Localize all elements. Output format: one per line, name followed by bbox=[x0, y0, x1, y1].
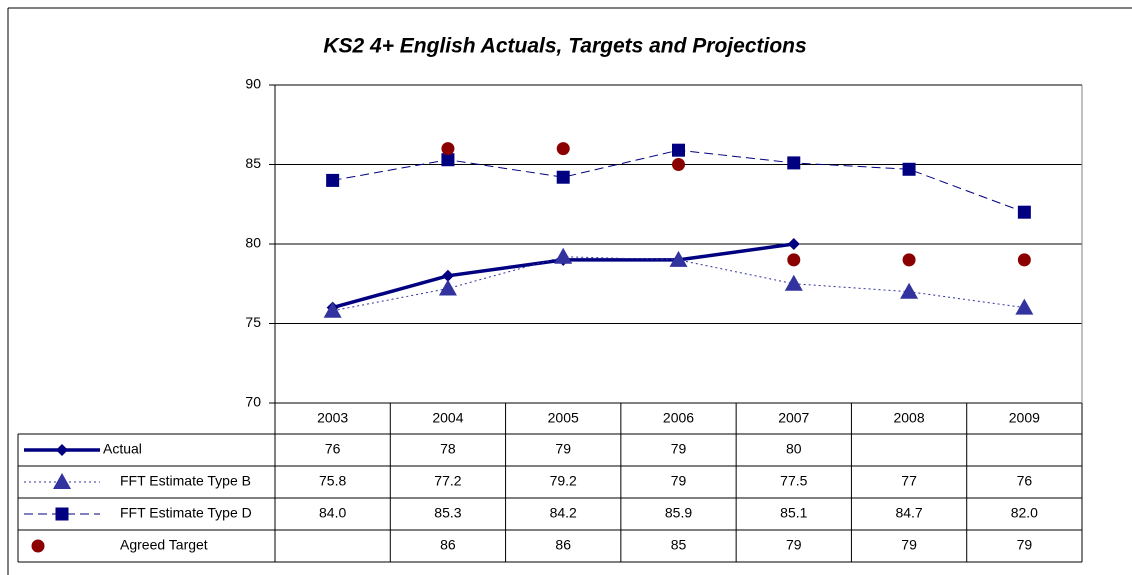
chart-title: KS2 4+ English Actuals, Targets and Proj… bbox=[323, 35, 806, 58]
marker bbox=[554, 247, 573, 264]
table-cell: 85.9 bbox=[665, 505, 692, 521]
table-cell: 80 bbox=[786, 441, 802, 457]
marker bbox=[55, 507, 69, 521]
table-cell: 85.1 bbox=[780, 505, 807, 521]
marker bbox=[326, 173, 340, 187]
table-cell: 86 bbox=[555, 537, 571, 553]
marker bbox=[672, 158, 685, 171]
marker bbox=[556, 142, 570, 156]
table-cell: 79 bbox=[671, 473, 687, 489]
marker bbox=[1017, 205, 1031, 219]
x-tick-label: 2004 bbox=[432, 410, 463, 426]
marker bbox=[787, 156, 801, 170]
y-tick-label: 80 bbox=[245, 235, 261, 251]
marker bbox=[441, 142, 455, 156]
legend-label: Actual bbox=[103, 441, 142, 457]
table-cell: 75.8 bbox=[319, 473, 346, 489]
x-tick-label: 2005 bbox=[548, 410, 579, 426]
legend-label: FFT Estimate Type B bbox=[120, 473, 251, 489]
table-cell: 79.2 bbox=[550, 473, 577, 489]
y-tick-label: 70 bbox=[245, 394, 261, 410]
marker bbox=[31, 539, 45, 553]
table-cell: 77.2 bbox=[434, 473, 461, 489]
marker bbox=[323, 301, 342, 318]
marker bbox=[1015, 298, 1034, 315]
table-cell: 79 bbox=[555, 441, 571, 457]
marker bbox=[556, 170, 570, 184]
marker bbox=[902, 253, 916, 267]
table-cell: 79 bbox=[671, 441, 687, 457]
y-tick-label: 85 bbox=[245, 155, 261, 171]
table-cell: 77.5 bbox=[780, 473, 807, 489]
table-cell: 77 bbox=[901, 473, 917, 489]
marker bbox=[787, 238, 800, 250]
marker bbox=[438, 279, 457, 296]
marker bbox=[669, 250, 688, 267]
table-cell: 79 bbox=[901, 537, 917, 553]
table-cell: 82.0 bbox=[1011, 505, 1038, 521]
table-cell: 76 bbox=[325, 441, 341, 457]
x-tick-label: 2003 bbox=[317, 410, 348, 426]
table-cell: 84.7 bbox=[895, 505, 922, 521]
legend-label: FFT Estimate Type D bbox=[120, 505, 252, 521]
x-tick-label: 2008 bbox=[893, 410, 924, 426]
table-cell: 85 bbox=[671, 537, 687, 553]
table-cell: 84.2 bbox=[550, 505, 577, 521]
x-tick-label: 2007 bbox=[778, 410, 809, 426]
y-tick-label: 75 bbox=[245, 314, 261, 330]
marker bbox=[787, 253, 801, 267]
x-tick-label: 2009 bbox=[1009, 410, 1040, 426]
marker bbox=[56, 444, 68, 456]
marker bbox=[53, 473, 71, 489]
marker bbox=[441, 269, 454, 282]
marker bbox=[441, 153, 455, 167]
marker bbox=[902, 162, 916, 176]
table-cell: 79 bbox=[1017, 537, 1033, 553]
marker bbox=[1017, 253, 1031, 267]
marker bbox=[784, 274, 803, 291]
table-cell: 79 bbox=[786, 537, 802, 553]
table-cell: 86 bbox=[440, 537, 456, 553]
table-cell: 76 bbox=[1017, 473, 1033, 489]
marker bbox=[900, 282, 919, 299]
y-tick-label: 90 bbox=[245, 76, 261, 92]
x-tick-label: 2006 bbox=[663, 410, 694, 426]
legend-label: Agreed Target bbox=[120, 537, 208, 553]
table-cell: 85.3 bbox=[434, 505, 461, 521]
table-cell: 78 bbox=[440, 441, 456, 457]
marker bbox=[672, 143, 685, 157]
table-cell: 84.0 bbox=[319, 505, 346, 521]
